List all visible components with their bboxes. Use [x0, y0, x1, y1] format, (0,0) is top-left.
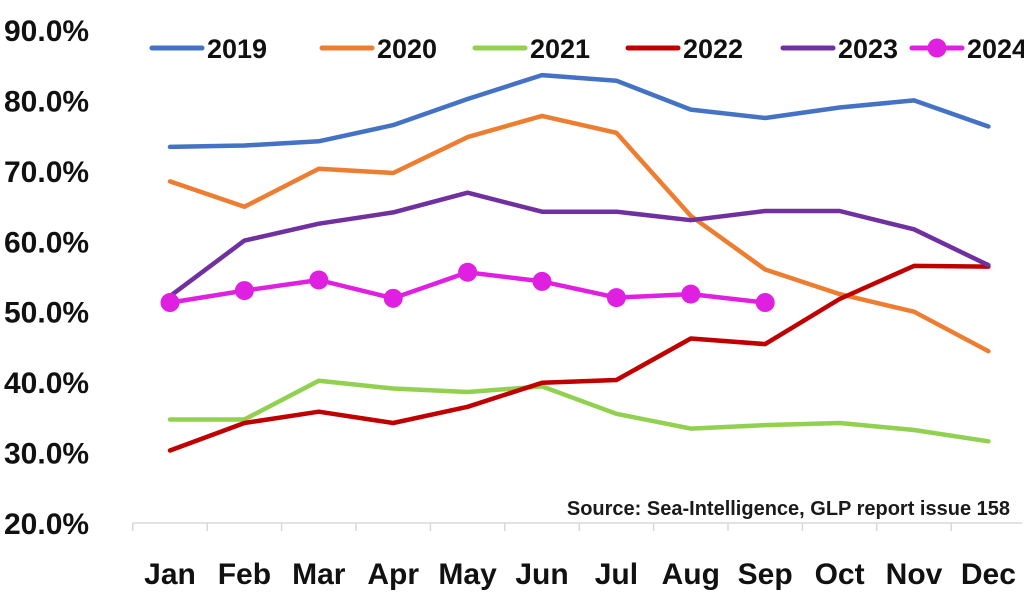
x-tick-label: Dec	[961, 558, 1016, 591]
series-lines	[160, 72, 991, 453]
x-tick-label: May	[438, 558, 497, 591]
source-note: Source: Sea-Intelligence, GLP report iss…	[567, 498, 1010, 520]
series-line-2022	[167, 263, 991, 453]
data-point-2024	[383, 288, 403, 308]
data-point-2024	[458, 262, 478, 282]
data-point-2024	[160, 293, 180, 313]
x-tick-label: Oct	[815, 558, 865, 591]
legend-label-2022: 2022	[683, 34, 743, 64]
x-tick-label: Apr	[367, 558, 419, 591]
x-tick-label: Nov	[886, 558, 943, 591]
y-tick-label: 20.0%	[4, 508, 89, 541]
data-point-2024	[681, 284, 701, 304]
series-line-2019	[167, 72, 991, 150]
y-tick-label: 50.0%	[4, 297, 89, 330]
x-tick-label: Aug	[662, 558, 720, 591]
legend-label-2020: 2020	[377, 34, 437, 64]
legend-marker-2024	[927, 38, 947, 58]
legend-label-2019: 2019	[207, 34, 267, 64]
y-tick-label: 70.0%	[4, 156, 89, 189]
x-tick-label: Mar	[292, 558, 346, 591]
data-point-2024	[532, 271, 552, 291]
y-tick-label: 90.0%	[4, 15, 89, 48]
data-point-2024	[309, 270, 329, 290]
legend: 2019 2020 2021 2022 2023 2024	[149, 34, 1024, 64]
series-line-2023	[167, 190, 991, 299]
x-tick-label: Feb	[218, 558, 271, 591]
legend-label-2021: 2021	[530, 34, 590, 64]
data-point-2024	[606, 288, 626, 308]
x-tick-label: Jun	[515, 558, 568, 591]
x-tick-label: Sep	[738, 558, 793, 591]
axes: 20.0% 30.0% 40.0% 50.0% 60.0% 70.0% 80.0% 90.0%…	[4, 15, 1022, 591]
data-point-2024	[234, 281, 254, 301]
y-tick-label: 60.0%	[4, 226, 89, 259]
x-tick-label: Jan	[144, 558, 196, 591]
series-line-2020	[167, 113, 991, 354]
x-tick-label: Jul	[595, 558, 638, 591]
y-tick-label: 40.0%	[4, 367, 89, 400]
series-line-2021	[167, 378, 991, 444]
data-point-2024	[755, 293, 775, 313]
y-tick-label: 80.0%	[4, 85, 89, 118]
y-tick-label: 30.0%	[4, 438, 89, 471]
legend-label-2024: 2024	[967, 34, 1024, 64]
legend-label-2023: 2023	[838, 34, 898, 64]
